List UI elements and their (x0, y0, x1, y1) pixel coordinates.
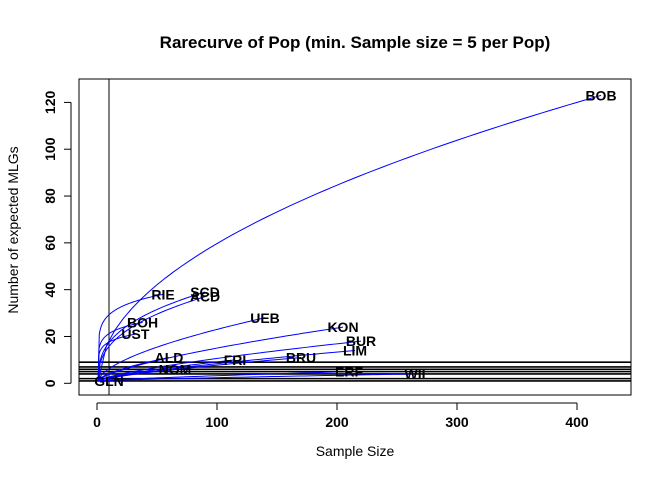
curve-label-erf: ERF (335, 364, 363, 380)
x-axis: 0 100 200 300 400 (93, 402, 589, 430)
y-tick-label: 120 (42, 91, 58, 115)
curve-label-ald: ALD (155, 350, 184, 366)
curve-nom (97, 368, 176, 382)
plot-frame (78, 78, 632, 396)
x-tick-label: 400 (565, 414, 589, 430)
curve-label-kon: KON (327, 319, 358, 335)
y-axis: 0 20 40 60 80 100 120 (42, 91, 72, 387)
x-axis-label: Sample Size (316, 443, 395, 459)
curve-label-boh: BOH (127, 314, 158, 330)
curve-bob (97, 94, 602, 382)
curve-kon (97, 326, 344, 382)
curve-label-ueb: UEB (250, 310, 280, 326)
y-tick-label: 20 (42, 329, 58, 345)
y-tick-label: 0 (42, 379, 58, 387)
y-tick-label: 100 (42, 137, 58, 161)
curve-label-gln: GLN (94, 373, 124, 389)
chart-title: Rarecurve of Pop (min. Sample size = 5 p… (160, 33, 551, 52)
x-tick-label: 0 (93, 414, 101, 430)
curve-label-bru: BRU (286, 350, 316, 366)
curve-scd (97, 291, 206, 382)
curve-boh (97, 321, 143, 381)
curve-ald (97, 357, 170, 382)
curve-label-bob: BOB (585, 87, 616, 103)
curve-label-bur: BUR (346, 333, 376, 349)
y-tick-label: 80 (42, 188, 58, 204)
curve-label-nom: NOM (159, 361, 192, 377)
curve-fri (97, 359, 236, 382)
curve-label-scd: SCD (190, 284, 220, 300)
curve-ueb (97, 317, 266, 382)
curve-bur (97, 340, 362, 382)
x-tick-label: 200 (325, 414, 349, 430)
curve-label-fri: FRI (224, 352, 247, 368)
x-tick-label: 100 (205, 414, 229, 430)
x-tick-label: 300 (445, 414, 469, 430)
y-axis-label: Number of expected MLGs (5, 146, 21, 313)
curve-wii (98, 373, 416, 382)
curve-erf (98, 371, 350, 382)
curve-label-lim: LIM (343, 343, 367, 359)
y-tick-label: 60 (42, 235, 58, 251)
y-tick-label: 40 (42, 282, 58, 298)
curve-ust (97, 333, 136, 381)
curve-label-wii: WII (405, 366, 426, 382)
curve-label-rie: RIE (151, 286, 174, 302)
rarefaction-curves (97, 94, 602, 382)
curve-rie (97, 293, 164, 381)
curve-label-acd: ACD (190, 289, 220, 305)
curve-label-ust: UST (121, 326, 149, 342)
